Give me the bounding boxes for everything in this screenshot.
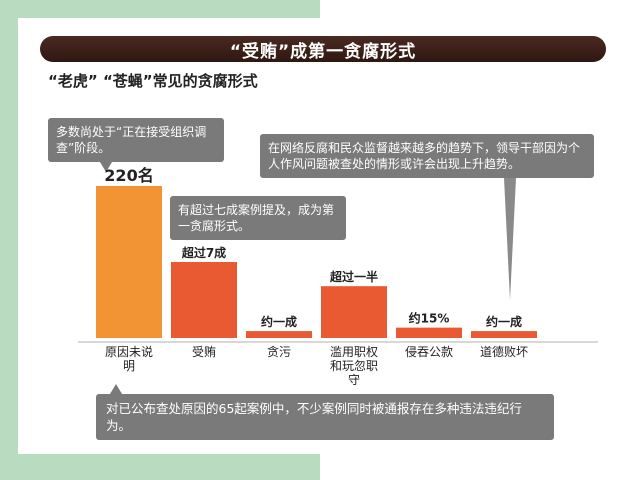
bar-label-2: 约一成 xyxy=(261,314,297,329)
chart-card: “受贿”成第一贪腐形式 “老虎” “苍蝇”常见的贪腐形式 多数尚处于“正在接受组… xyxy=(18,18,618,454)
category-label-0: 原因未说明 xyxy=(105,344,153,373)
bar-2 xyxy=(246,331,312,338)
note-bribery: 有超过七成案例提及，成为第一贪腐形式。 xyxy=(170,196,346,240)
category-label-5: 道德败坏 xyxy=(480,344,528,359)
bar-label-0: 220名 xyxy=(104,166,153,185)
bar-label-4: 约15% xyxy=(409,311,450,326)
note-unspecified: 多数尚处于“正在接受组织调查”阶段。 xyxy=(48,118,224,172)
category-label-2: 贪污 xyxy=(267,344,291,359)
note-tail xyxy=(100,162,112,172)
bar-label-1: 超过7成 xyxy=(181,245,226,260)
footer-note: 对已公布查处原因的65起案例中，不少案例同时被通报存在多种违法违纪行为。 xyxy=(96,384,554,440)
chart-title-banner: “受贿”成第一贪腐形式 xyxy=(40,36,606,62)
category-label-4: 侵吞公款 xyxy=(405,344,453,359)
bar-1 xyxy=(171,262,237,338)
bar-label-3: 超过一半 xyxy=(329,269,378,284)
note-tail-long xyxy=(504,178,516,300)
category-label-1: 受贿 xyxy=(192,345,216,359)
bar-0 xyxy=(96,186,162,338)
bar-5 xyxy=(471,331,537,338)
bar-3 xyxy=(321,286,387,338)
chart-baseline xyxy=(78,341,598,343)
note-morality: 在网络反腐和民众监督越来越多的趋势下，领导干部因为个人作风问题被查处的情形或许会… xyxy=(260,134,594,300)
note-unspecified-text: 多数尚处于“正在接受组织调查”阶段。 xyxy=(56,125,207,155)
category-label-3: 滥用职权和玩忽职守 xyxy=(330,345,378,387)
note-bribery-text: 有超过七成案例提及，成为第一贪腐形式。 xyxy=(178,203,335,233)
bar-label-5: 约一成 xyxy=(486,314,522,329)
chart-subtitle: “老虎” “苍蝇”常见的贪腐形式 xyxy=(48,72,258,90)
bar-4 xyxy=(396,327,462,338)
note-morality-text: 在网络反腐和民众监督越来越多的趋势下，领导干部因为个人作风问题被查处的情形或许会… xyxy=(268,141,581,171)
